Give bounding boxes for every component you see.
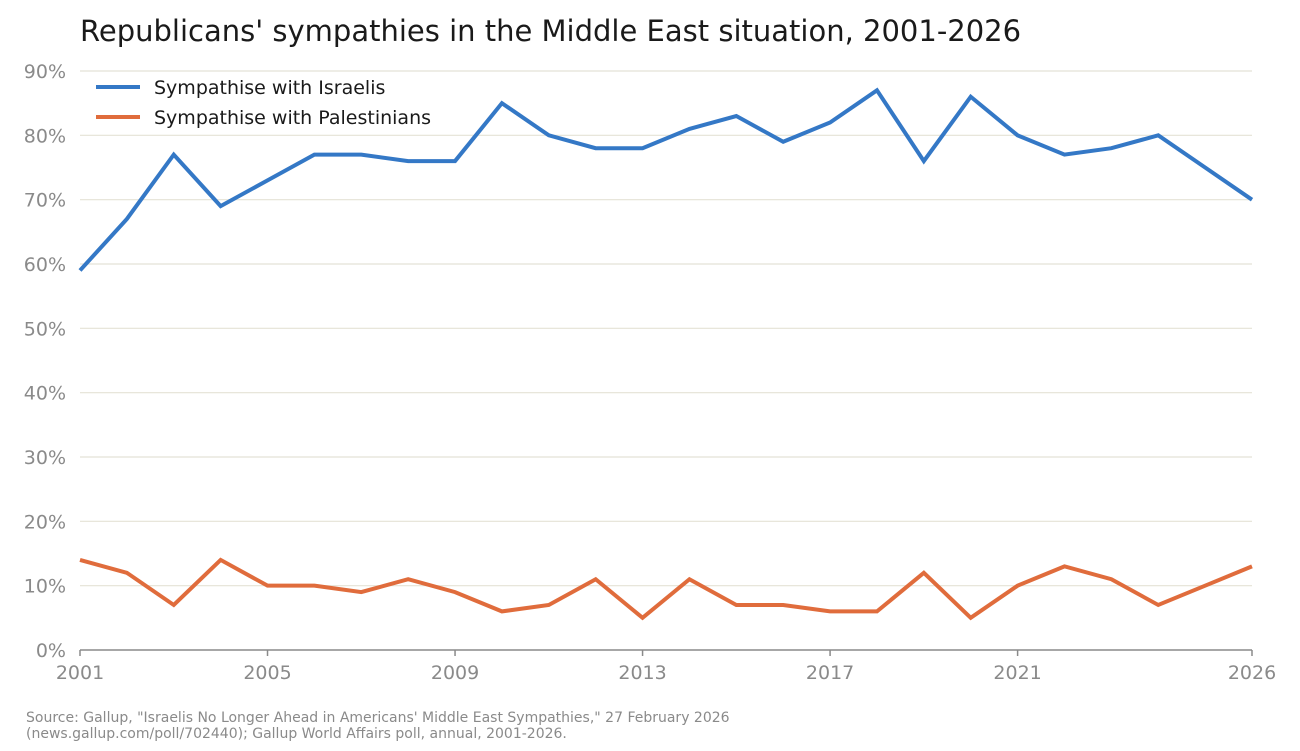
series-line-israelis [78,87,1254,272]
x-tick-label: 2017 [806,662,854,684]
legend: Sympathise with Israelis Sympathise with … [96,77,431,129]
source-note: Source: Gallup, "Israelis No Longer Ahea… [26,710,730,742]
y-tick-label: 0% [36,640,66,662]
x-tick-label: 2009 [431,662,479,684]
series-lines [78,87,1254,621]
y-tick-label: 60% [24,254,66,276]
y-tick-label: 80% [24,125,66,147]
y-tick-label: 30% [24,447,66,469]
y-tick-label: 40% [24,383,66,405]
gridlines: 0% 10% 20% 30% 40% 50% 60% 70% 80% 90% [24,61,1252,662]
x-tick-label: 2013 [618,662,666,684]
y-tick-label: 50% [24,318,66,340]
y-tick-label: 70% [24,190,66,212]
x-tick-label: 2021 [993,662,1041,684]
y-tick-label: 10% [24,576,66,598]
legend-label: Sympathise with Palestinians [154,107,431,129]
legend-label: Sympathise with Israelis [154,77,385,99]
x-tick-label: 2005 [243,662,291,684]
x-tick-label: 2001 [56,662,104,684]
series-line-palestinians [79,557,1253,621]
y-tick-label: 90% [24,61,66,83]
y-tick-label: 20% [24,511,66,533]
x-axis: 2001 2005 2009 2013 2017 2021 2026 [56,649,1276,684]
x-tick-label: 2026 [1228,662,1276,684]
chart-title: Republicans' sympathies in the Middle Ea… [80,14,1022,48]
